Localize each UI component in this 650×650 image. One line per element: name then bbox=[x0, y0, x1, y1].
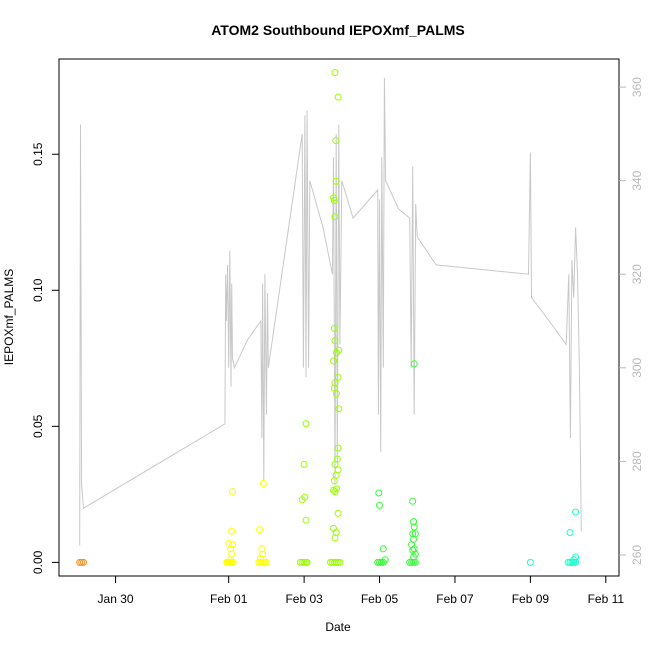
data-point bbox=[331, 337, 339, 345]
data-point bbox=[410, 518, 417, 526]
x-tick-label: Feb 05 bbox=[361, 592, 399, 606]
data-point bbox=[78, 558, 86, 566]
y-axis: 0.00 0.05 0.10 0.15 bbox=[31, 142, 59, 574]
x-tick-label: Feb 01 bbox=[210, 592, 248, 606]
y-tick-label: 0.15 bbox=[31, 142, 45, 166]
data-point bbox=[376, 558, 383, 566]
data-point bbox=[225, 539, 233, 547]
data-point bbox=[331, 69, 339, 77]
data-point bbox=[300, 460, 308, 468]
data-point bbox=[331, 379, 339, 387]
data-point bbox=[409, 497, 417, 505]
data-point bbox=[330, 324, 338, 332]
x-tick-label: Feb 07 bbox=[436, 592, 474, 606]
y-tick-label: 0.00 bbox=[31, 550, 45, 574]
data-point bbox=[566, 529, 574, 536]
data-point bbox=[526, 558, 534, 566]
y2-tick-label: 280 bbox=[630, 451, 644, 471]
data-point bbox=[256, 526, 264, 534]
data-point bbox=[334, 444, 342, 452]
data-point bbox=[330, 357, 337, 365]
data-point bbox=[381, 556, 389, 564]
data-point bbox=[330, 194, 337, 202]
data-point bbox=[330, 384, 338, 392]
data-point bbox=[334, 509, 342, 517]
data-point bbox=[572, 553, 580, 561]
data-point bbox=[332, 177, 340, 185]
data-point bbox=[335, 346, 343, 354]
data-point bbox=[259, 480, 267, 487]
data-point bbox=[379, 545, 387, 553]
x-tick-label: Jan 30 bbox=[98, 592, 134, 606]
data-point bbox=[334, 93, 342, 101]
data-point bbox=[229, 488, 236, 496]
data-point bbox=[334, 373, 342, 381]
data-point bbox=[332, 558, 340, 566]
data-point bbox=[229, 541, 236, 549]
y-tick-label: 0.10 bbox=[31, 278, 45, 302]
x-axis: Jan 30 Feb 01 Feb 03 Feb 05 Feb 07 Feb 09 Feb … bbox=[98, 576, 625, 606]
data-point bbox=[336, 558, 344, 566]
y2-tick-label: 300 bbox=[630, 357, 644, 377]
data-point bbox=[258, 545, 266, 553]
data-point bbox=[228, 527, 236, 535]
data-point bbox=[411, 530, 419, 538]
data-point bbox=[302, 420, 310, 428]
data-point bbox=[259, 550, 267, 558]
x-tick-label: Feb 09 bbox=[512, 592, 550, 606]
data-point bbox=[375, 489, 383, 497]
data-point bbox=[301, 493, 309, 501]
data-point bbox=[332, 137, 340, 145]
data-point bbox=[262, 558, 270, 566]
data-points-layer bbox=[76, 69, 580, 566]
y-tick-label: 0.05 bbox=[31, 414, 45, 438]
data-point bbox=[302, 516, 310, 524]
data-point bbox=[410, 523, 418, 531]
data-point bbox=[376, 501, 383, 509]
y2-axis: 260 280 300 320 340 360 bbox=[619, 77, 644, 565]
y2-tick-label: 340 bbox=[630, 170, 644, 190]
data-point bbox=[409, 530, 417, 538]
data-point bbox=[330, 524, 337, 532]
data-point bbox=[76, 558, 84, 566]
data-point bbox=[572, 508, 580, 516]
data-point bbox=[333, 455, 341, 463]
chart-title: ATOM2 Southbound IEPOXmf_PALMS bbox=[211, 22, 465, 38]
data-point bbox=[80, 558, 87, 566]
x-tick-label: Feb 11 bbox=[588, 592, 625, 606]
x-axis-label: Date bbox=[325, 620, 351, 634]
data-point bbox=[303, 558, 311, 566]
y2-tick-label: 260 bbox=[630, 545, 644, 565]
data-point bbox=[334, 466, 342, 474]
data-point bbox=[331, 213, 339, 221]
data-point bbox=[300, 558, 308, 566]
data-point bbox=[330, 486, 337, 494]
x-tick-label: Feb 03 bbox=[285, 592, 323, 606]
data-point bbox=[410, 558, 417, 566]
data-point bbox=[256, 554, 264, 562]
data-point bbox=[410, 360, 418, 368]
data-point bbox=[335, 405, 343, 413]
y2-tick-label: 320 bbox=[630, 264, 644, 284]
data-point bbox=[298, 558, 306, 566]
y2-tick-label: 360 bbox=[630, 77, 644, 97]
secondary-series-layer bbox=[79, 77, 582, 546]
secondary-series-line bbox=[79, 77, 582, 546]
y-axis-label: IEPOXmf_PALMS bbox=[2, 269, 16, 365]
plot-frame bbox=[58, 58, 620, 577]
